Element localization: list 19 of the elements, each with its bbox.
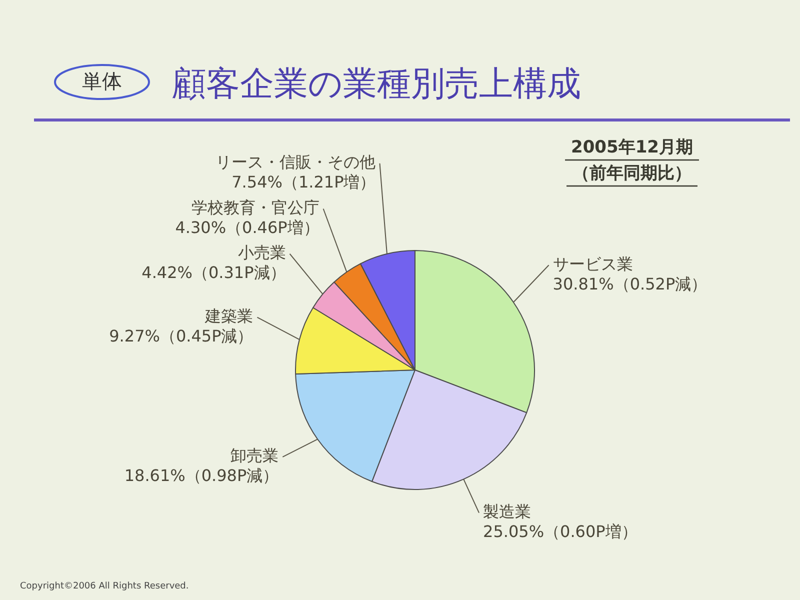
data-label: 7.54%（1.21P増） — [232, 172, 376, 192]
slice-label: 小売業 — [238, 242, 286, 262]
text: 2005年12月期 — [571, 137, 693, 158]
slice-label: 建築業 — [204, 306, 254, 326]
data-label: 9.27%（0.45P減） — [109, 326, 254, 346]
slice-label: 卸売業 — [230, 446, 279, 466]
text: Copyright©2006 All Rights Reserved. — [20, 581, 189, 592]
data-label: 4.42%（0.31P減） — [142, 262, 286, 282]
data-label: 18.61%（0.98P減） — [124, 466, 279, 486]
text: （前年同期比） — [572, 163, 692, 184]
slice-label: 製造業 — [483, 502, 532, 521]
data-label: 4.30%（0.46P増） — [175, 218, 320, 237]
data-label: 30.81%（0.52P減） — [552, 274, 708, 294]
text: 単体 — [82, 69, 122, 94]
data-label: 25.05%（0.60P増） — [483, 522, 638, 541]
slice-label: リース・信販・その他 — [216, 152, 376, 172]
slice-label: サービス業 — [552, 254, 633, 274]
chart-title: 顧客企業の業種別売上構成 — [172, 64, 581, 104]
slice-label: 学校教育・官公庁 — [191, 198, 320, 217]
